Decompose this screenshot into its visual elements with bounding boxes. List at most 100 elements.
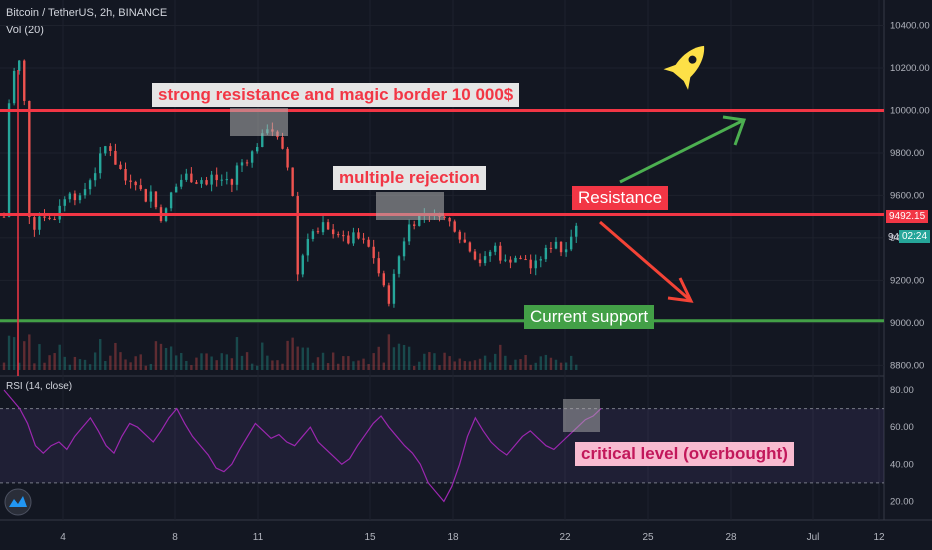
volume-bar [99,339,102,370]
volume-bar [134,356,137,370]
candle-body [144,189,147,202]
volume-bar [331,352,335,370]
partial-price-label: 94 [888,232,900,243]
volume-bar [397,343,401,370]
volume-bar [230,358,234,370]
volume-bar [159,343,163,370]
volume-bar [129,362,132,370]
candle-body [539,259,542,261]
volume-bar [28,334,31,370]
price-tick-label: 9600.00 [890,190,924,201]
candle-body [124,169,127,181]
candle-body [261,133,264,148]
volume-bar [291,337,294,370]
candle-body [220,179,223,181]
volume-bar [463,361,467,370]
price-tick-label: 9200.00 [890,275,924,286]
volume-bar [12,337,16,370]
candle-body [387,285,391,304]
candle-body [53,218,56,220]
volume-bar [195,357,198,370]
tradingview-logo-icon[interactable] [4,488,32,516]
volume-bar [73,356,77,370]
candle-body [559,241,563,253]
volume-bar [210,356,213,370]
volume-bar [509,365,512,370]
volume-bar [392,347,396,370]
volume-bar [33,363,36,370]
annotation-multiple-rejection[interactable]: multiple rejection [333,166,486,190]
horizontal-levels[interactable] [0,70,884,376]
candle-body [296,196,299,275]
volume-bar [53,353,56,370]
up-arrow[interactable] [619,119,743,184]
candle-body [362,238,365,240]
candle-body [519,257,522,260]
candle-body [174,186,178,193]
volume-bar [483,355,487,370]
volume-bar [458,358,461,370]
highlight-box-top [230,108,288,136]
candle-body [256,147,259,152]
volume-bar [311,362,315,370]
candle-body [407,224,411,242]
volume-bar [301,347,304,370]
down-arrow[interactable] [599,220,691,302]
time-tick-label: 28 [725,532,737,543]
annotation-current-support[interactable]: Current support [524,305,655,329]
candle-body [149,191,153,202]
volume-bar [93,352,97,370]
volume-bar [443,352,446,370]
candle-body [83,189,87,196]
candle-body [478,259,482,264]
volume-bar [402,344,406,370]
annotation-resistance-magic[interactable]: strong resistance and magic border 10 00… [152,83,520,107]
candle-body [488,251,492,257]
candle-body [529,259,532,269]
candle-body [458,231,461,240]
candle-body [23,60,26,101]
volume-bar [220,353,223,370]
candle-body [448,217,451,222]
volume-bar [534,362,537,370]
volume-bar [519,359,522,370]
volume-bar [48,355,51,370]
volume-bar [418,361,421,370]
candle-body [185,173,188,180]
volume-bar [38,344,41,370]
candle-body [2,216,6,218]
candle-body [73,193,77,201]
volume-bar [83,359,87,370]
candle-body [382,273,386,286]
volume-bar [271,360,274,370]
volume-bar [185,360,188,370]
candle-body [549,247,553,249]
annotation-critical-level[interactable]: critical level (overbought) [575,442,794,466]
candle-body [195,182,198,184]
volume-bar [17,362,21,370]
highlight-box-middle [376,192,444,220]
volume-bar [68,364,72,370]
annotation-resistance[interactable]: Resistance [572,186,669,210]
candle-body [17,60,21,71]
rsi-series [3,389,602,503]
candle-body [134,181,137,186]
time-tick-label: 8 [172,532,178,543]
candle-body [443,216,446,218]
candle-body [180,179,183,187]
volume-bar [205,353,208,370]
candle-body [139,185,142,190]
rsi-tick-label: 40.00 [890,459,914,470]
rsi-line [3,389,602,503]
candle-body [357,232,360,239]
volume-bar [266,355,269,370]
candle-body [230,179,234,185]
candle-body [240,162,244,166]
volume-bar [367,364,370,370]
time-tick-label: 12 [873,532,885,543]
volume-bar [281,363,284,370]
candle-body [119,164,122,170]
volume-bar [554,359,558,370]
volume-bar [377,346,380,370]
